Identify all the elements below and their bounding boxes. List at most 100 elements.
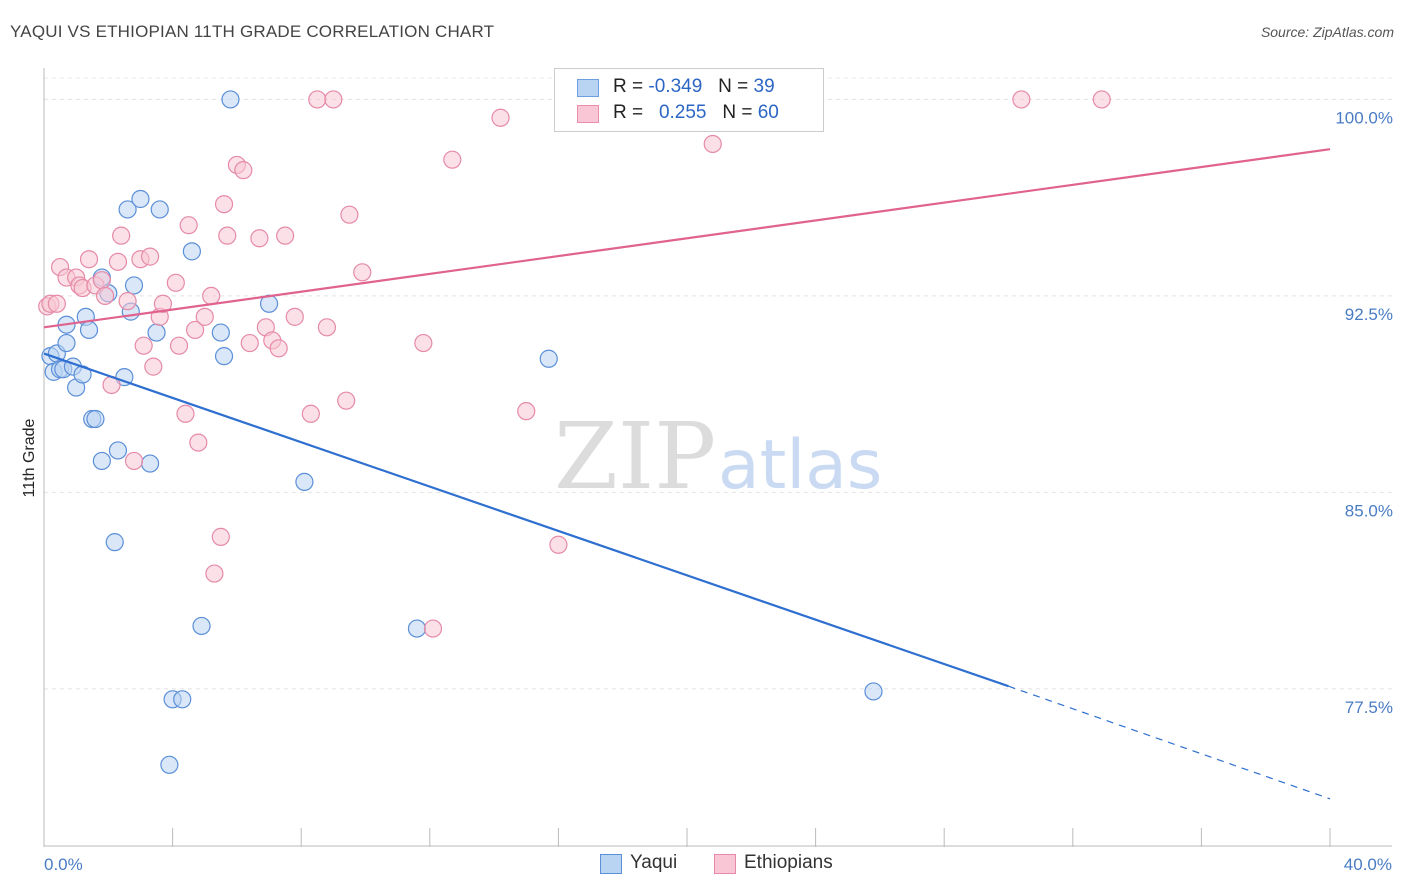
- y-tick-label-2: 85.0%: [1345, 501, 1393, 520]
- point-yaqui-15: [92, 451, 111, 471]
- point-ethiopians-51: [414, 333, 433, 353]
- point-ethiopians-18: [134, 336, 153, 355]
- point-ethiopians-27: [186, 320, 205, 340]
- point-ethiopians-53: [443, 150, 462, 169]
- trend-line-yaqui: [43, 352, 1009, 688]
- point-yaqui-23: [131, 189, 150, 209]
- point-yaqui-22: [124, 276, 144, 295]
- ethiopians-r-value: 0.255: [658, 102, 707, 123]
- point-ethiopians-28: [189, 433, 208, 452]
- yaqui-swatch: [577, 79, 599, 97]
- point-ethiopians-46: [317, 318, 337, 337]
- point-yaqui-38: [539, 349, 558, 368]
- y-tick-labels: 100.0% 92.5% 85.0% 77.5%: [1335, 108, 1393, 716]
- stats-text-ethiopians: R = 0.255 N = 60: [613, 102, 779, 123]
- point-ethiopians-50: [353, 263, 372, 282]
- point-ethiopians-58: [1012, 90, 1031, 109]
- yaqui-n-value: 39: [753, 76, 775, 97]
- point-yaqui-20: [118, 200, 137, 219]
- point-yaqui-29: [173, 690, 192, 709]
- stats-legend: R = -0.349 N = 39 R = 0.255 N = 60: [554, 68, 824, 132]
- point-ethiopians-32: [211, 527, 230, 546]
- point-yaqui-17: [105, 533, 124, 552]
- stats-text-yaqui: R = -0.349 N = 39: [613, 76, 775, 97]
- point-yaqui-11: [79, 320, 99, 340]
- y-tick-label-1: 92.5%: [1345, 305, 1393, 324]
- point-yaqui-25: [147, 323, 166, 342]
- ethiopians-n-value: 60: [757, 102, 779, 123]
- source-label: Source: ZipAtlas.com: [1260, 24, 1394, 40]
- legend-swatch-ethiopians: [714, 854, 736, 874]
- point-ethiopians-56: [549, 535, 568, 554]
- legend-swatch-yaqui: [600, 854, 622, 874]
- y-tick-label-0: 100.0%: [1335, 108, 1393, 127]
- point-ethiopians-38: [250, 229, 269, 248]
- ethiopians-swatch: [577, 105, 599, 123]
- point-ethiopians-15: [118, 292, 137, 311]
- x-tick-labels: 0.0% 40.0%: [44, 855, 1392, 874]
- point-ethiopians-23: [166, 273, 185, 292]
- point-ethiopians-31: [205, 564, 224, 583]
- point-ethiopians-19: [140, 247, 160, 266]
- point-ethiopians-34: [218, 226, 237, 245]
- point-ethiopians-10: [92, 271, 111, 290]
- point-ethiopians-24: [169, 336, 189, 355]
- point-ethiopians-37: [240, 333, 259, 353]
- point-ethiopians-47: [324, 90, 343, 109]
- trend-extension-yaqui: [1008, 685, 1331, 800]
- x-tick-label-0: 0.0%: [44, 855, 83, 874]
- point-yaqui-32: [211, 323, 230, 342]
- point-yaqui-26: [150, 200, 169, 219]
- point-ethiopians-25: [176, 404, 195, 423]
- point-ethiopians-22: [153, 294, 173, 313]
- series-ethiopians-points: [38, 90, 1111, 638]
- point-ethiopians-59: [1092, 90, 1111, 109]
- point-yaqui-37: [407, 619, 427, 638]
- point-ethiopians-20: [144, 357, 163, 376]
- watermark-atlas: atlas: [718, 426, 882, 505]
- point-yaqui-36: [295, 472, 314, 491]
- point-yaqui-13: [86, 409, 105, 429]
- point-ethiopians-57: [703, 134, 722, 154]
- legend-label-ethiopians: Ethiopians: [744, 852, 833, 873]
- point-ethiopians-33: [214, 195, 234, 214]
- point-ethiopians-36: [234, 161, 253, 180]
- point-ethiopians-2: [47, 294, 66, 313]
- point-yaqui-30: [182, 242, 201, 261]
- series-legend: Yaqui Ethiopians: [0, 852, 1406, 878]
- y-tick-label-3: 77.5%: [1345, 698, 1393, 717]
- point-ethiopians-11: [95, 286, 115, 305]
- point-ethiopians-42: [276, 226, 295, 245]
- point-yaqui-24: [140, 454, 160, 473]
- watermark: ZIP atlas: [554, 403, 882, 510]
- point-ethiopians-55: [517, 402, 536, 421]
- chart-title: YAQUI VS ETHIOPIAN 11TH GRADE CORRELATIO…: [10, 22, 495, 41]
- trend-lines: [43, 148, 1331, 800]
- point-ethiopians-30: [202, 286, 221, 305]
- point-ethiopians-48: [337, 391, 356, 410]
- point-yaqui-39: [864, 682, 883, 701]
- data-points: [38, 90, 1111, 774]
- point-ethiopians-44: [301, 404, 320, 423]
- legend-label-yaqui: Yaqui: [630, 852, 678, 873]
- point-ethiopians-14: [112, 226, 131, 245]
- point-yaqui-33: [214, 347, 234, 366]
- point-yaqui-34: [221, 90, 240, 109]
- point-ethiopians-16: [124, 451, 144, 471]
- point-ethiopians-43: [285, 307, 304, 326]
- point-ethiopians-41: [269, 339, 288, 358]
- point-yaqui-31: [192, 616, 211, 636]
- axes: [43, 68, 1392, 847]
- y-axis-title: 11th Grade: [21, 418, 38, 497]
- point-yaqui-6: [57, 333, 76, 353]
- point-ethiopians-54: [491, 108, 510, 127]
- point-yaqui-27: [160, 755, 179, 774]
- point-ethiopians-26: [179, 216, 198, 235]
- point-ethiopians-29: [195, 307, 214, 326]
- point-ethiopians-8: [79, 250, 99, 269]
- watermark-zip: ZIP: [554, 403, 716, 510]
- trend-line-ethiopians: [43, 148, 1331, 329]
- yaqui-r-value: -0.349: [648, 76, 703, 97]
- point-ethiopians-49: [340, 205, 359, 224]
